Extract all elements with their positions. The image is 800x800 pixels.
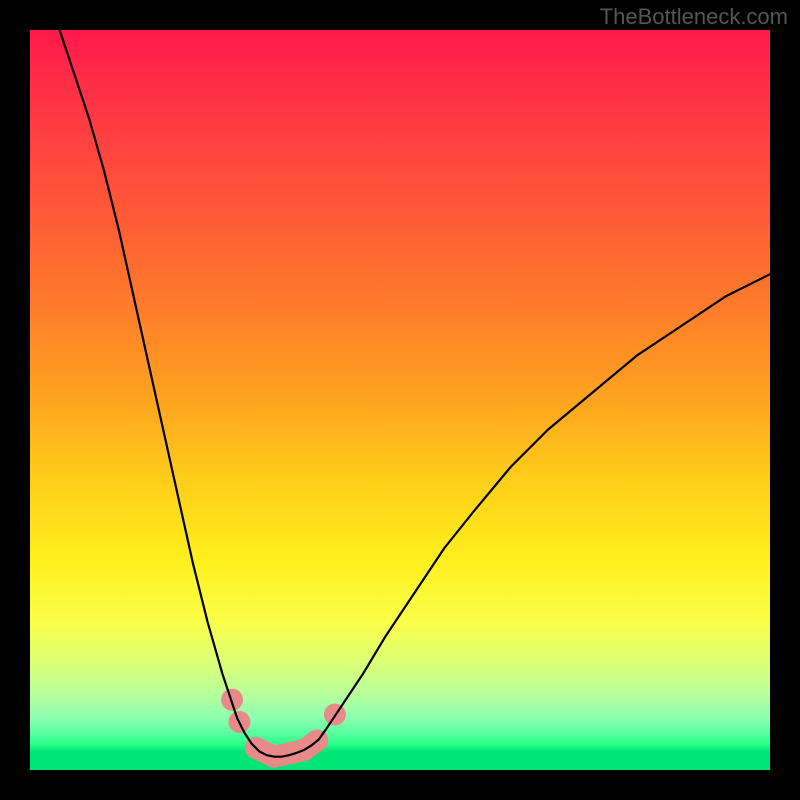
watermark-text: TheBottleneck.com	[600, 4, 788, 30]
chart-frame: TheBottleneck.com	[0, 0, 800, 800]
gradient-background	[30, 30, 770, 770]
plot-area	[30, 30, 770, 770]
